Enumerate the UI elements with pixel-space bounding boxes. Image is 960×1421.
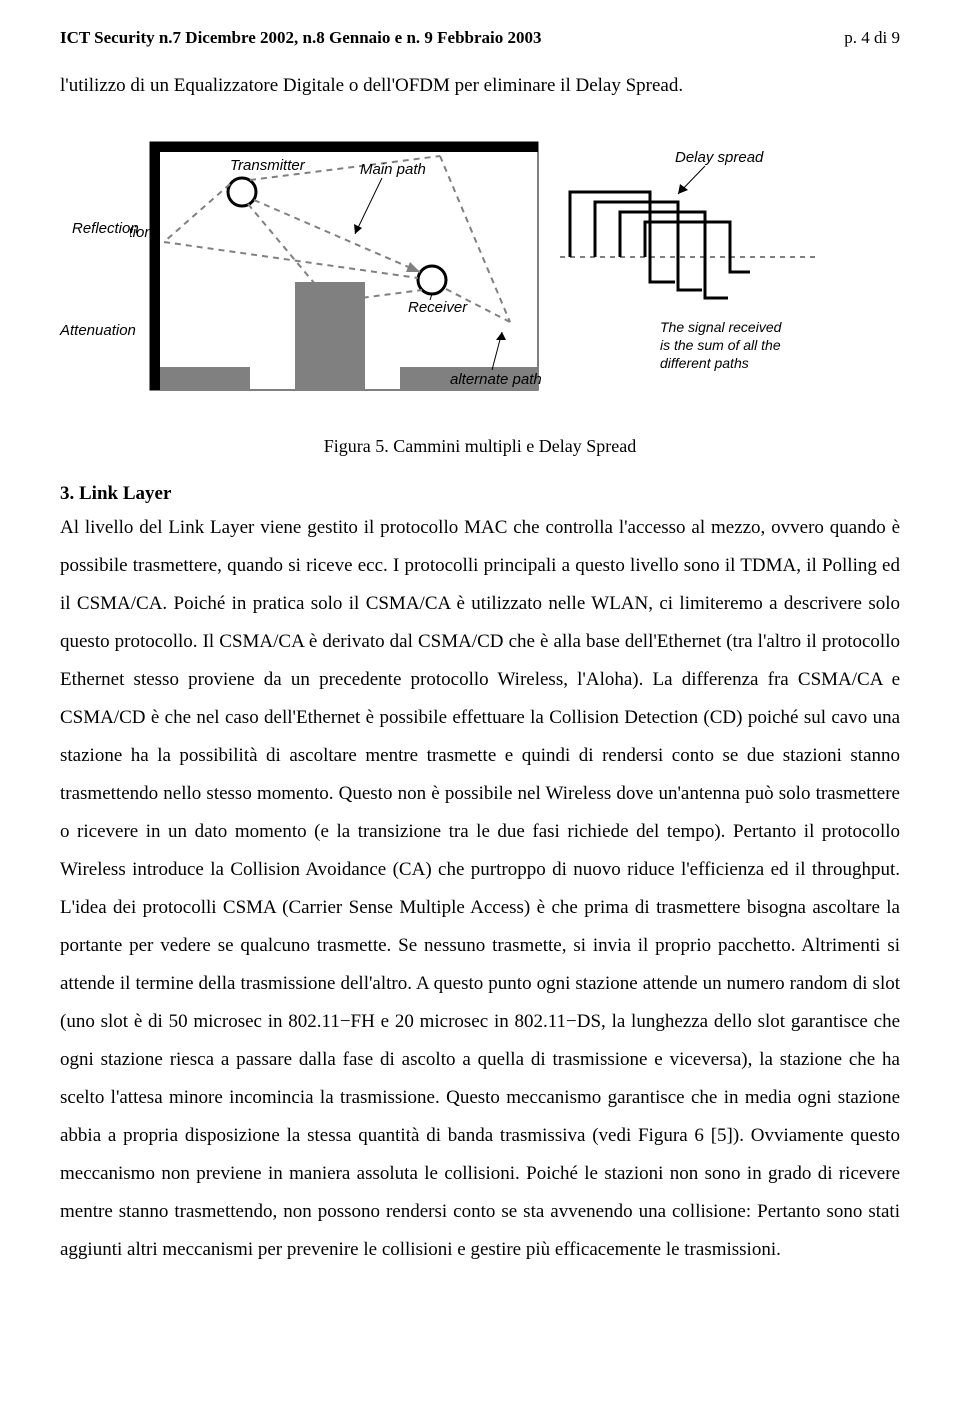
label-receiver: Receiver [408,299,468,316]
multipath-diagram: Transmitter Main path Reflection Receive… [130,122,830,422]
label-attenuation-ext: Attenuation [60,322,136,339]
label-reflection-ext: Reflection [72,220,139,237]
label-delay-spread: Delay spread [675,149,764,166]
delay-spread-pulses [560,192,820,298]
header-page-number: p. 4 di 9 [844,28,900,48]
label-alternate-path: alternate path [450,371,542,388]
page-header: ICT Security n.7 Dicembre 2002, n.8 Genn… [60,28,900,48]
label-signal-line1: The signal received [660,319,783,335]
figure-5-caption: Figura 5. Cammini multipli e Delay Sprea… [60,436,900,457]
label-transmitter: Transmitter [230,157,306,174]
figure-5: Transmitter Main path Reflection Receive… [130,122,830,422]
header-journal-info: ICT Security n.7 Dicembre 2002, n.8 Genn… [60,28,542,48]
section-3-title: 3. Link Layer [60,483,900,505]
section-3-body: Al livello del Link Layer viene gestito … [60,509,900,1269]
label-signal-line2: is the sum of all the [660,337,781,353]
label-main-path: Main path [360,161,426,178]
intro-paragraph: l'utilizzo di un Equalizzatore Digitale … [60,68,900,104]
label-signal-line3: different paths [660,355,749,371]
